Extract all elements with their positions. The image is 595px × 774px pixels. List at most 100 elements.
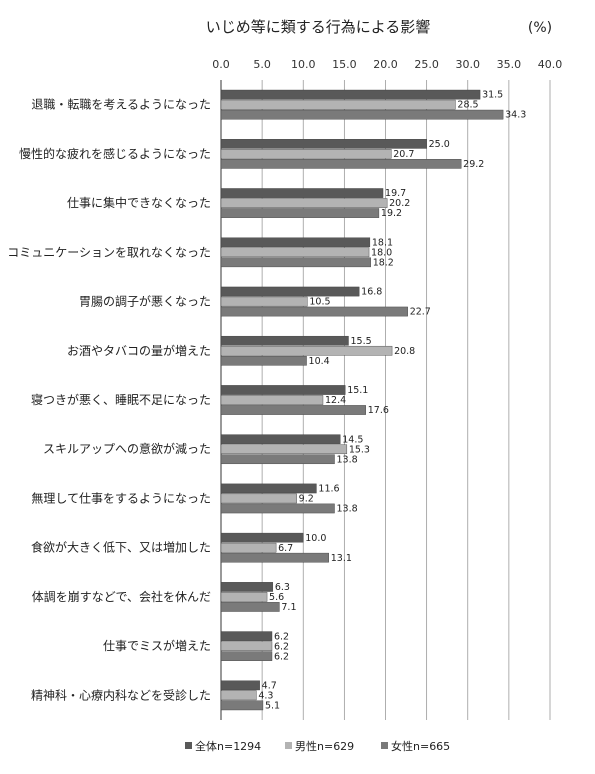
value-label: 10.5 xyxy=(309,297,330,308)
value-label: 34.3 xyxy=(505,110,526,121)
value-label: 19.7 xyxy=(385,188,406,199)
legend-label: 全体n=1294 xyxy=(195,739,261,753)
legend: 全体n=1294 男性n=629 女性n=665 xyxy=(185,739,450,753)
bars xyxy=(220,89,504,711)
value-label: 13.8 xyxy=(337,504,358,515)
bar xyxy=(220,306,408,317)
value-label: 10.4 xyxy=(309,356,330,367)
value-label: 18.2 xyxy=(373,257,394,268)
legend-swatch xyxy=(285,742,292,749)
bar xyxy=(220,395,324,405)
value-label: 6.7 xyxy=(278,543,293,554)
bar xyxy=(220,385,346,395)
bar xyxy=(220,503,335,514)
x-tick-label: 40.0 xyxy=(538,58,563,71)
category-label: 慢性的な疲れを感じるようになった xyxy=(19,146,211,161)
bar xyxy=(220,532,304,543)
bar xyxy=(220,335,349,346)
bar xyxy=(220,582,274,592)
x-tick-label: 30.0 xyxy=(456,58,481,71)
bar xyxy=(220,237,371,248)
value-label: 10.0 xyxy=(305,533,326,544)
value-label: 17.6 xyxy=(368,405,389,416)
value-label: 25.0 xyxy=(429,139,450,150)
x-tick-label: 0.0 xyxy=(212,58,230,71)
category-label: 胃腸の調子が悪くなった xyxy=(79,294,211,309)
bar xyxy=(220,159,462,169)
value-label: 29.2 xyxy=(463,159,484,170)
bar xyxy=(220,355,307,366)
bar xyxy=(220,149,392,159)
value-label: 6.2 xyxy=(274,641,289,652)
value-label: 15.3 xyxy=(349,444,370,455)
value-label: 6.2 xyxy=(274,651,289,662)
bar xyxy=(220,139,427,149)
bar xyxy=(220,405,366,415)
value-label: 7.1 xyxy=(281,602,296,613)
bar xyxy=(220,99,456,110)
legend-label: 女性n=665 xyxy=(391,739,450,753)
value-label: 18.1 xyxy=(372,237,393,248)
value-label: 5.6 xyxy=(269,592,284,603)
bar xyxy=(220,454,335,465)
bar xyxy=(220,345,393,356)
value-label: 4.3 xyxy=(258,690,273,701)
bar xyxy=(220,109,504,120)
bar xyxy=(220,286,360,297)
value-label: 11.6 xyxy=(318,484,339,495)
value-label: 5.1 xyxy=(265,700,280,711)
bar xyxy=(220,208,380,218)
legend-label: 男性n=629 xyxy=(295,739,354,753)
category-label: 体調を崩すなどで、会社を休んだ xyxy=(32,589,211,604)
bar xyxy=(220,641,273,651)
value-labels: 31.5 28.5 34.3 25.0 20.7 29.2 19.720.219.2 18.1… xyxy=(258,90,526,712)
value-label: 19.2 xyxy=(381,208,402,219)
bar xyxy=(220,542,277,553)
value-label: 9.2 xyxy=(299,494,314,505)
value-label: 4.7 xyxy=(262,680,277,691)
category-label: コミュニケーションを取れなくなった xyxy=(7,245,211,259)
value-label: 15.1 xyxy=(347,385,368,396)
value-label: 31.5 xyxy=(482,90,503,101)
bar xyxy=(220,631,273,641)
category-label: 退職・転職を考えるようになった xyxy=(31,98,211,112)
x-tick-label: 5.0 xyxy=(253,58,271,71)
x-tick-label: 35.0 xyxy=(497,58,522,71)
value-label: 16.8 xyxy=(361,287,382,298)
value-label: 28.5 xyxy=(457,100,478,111)
bar xyxy=(220,89,481,100)
value-label: 14.5 xyxy=(342,434,363,445)
value-label: 20.2 xyxy=(389,198,410,209)
bar xyxy=(220,434,341,445)
x-tick-label: 10.0 xyxy=(291,58,316,71)
x-tick-label: 20.0 xyxy=(373,58,398,71)
bar xyxy=(220,592,268,602)
value-label: 12.4 xyxy=(325,395,346,406)
bar xyxy=(220,680,260,691)
bar xyxy=(220,198,388,208)
value-label: 22.7 xyxy=(410,307,431,318)
value-label: 18.0 xyxy=(371,247,392,258)
bar xyxy=(220,700,264,711)
category-label: お酒やタバコの量が増えた xyxy=(67,343,211,358)
x-tick-label: 15.0 xyxy=(332,58,357,71)
bar xyxy=(220,483,317,494)
bar xyxy=(220,493,297,504)
bar xyxy=(220,602,280,612)
legend-swatch xyxy=(185,742,192,749)
category-label: 精神科・心療内科などを受診した xyxy=(31,687,211,702)
category-label: スキルアップへの意欲が減った xyxy=(43,441,211,456)
bar xyxy=(220,296,308,307)
category-label: 仕事に集中できなくなった xyxy=(67,195,211,210)
value-label: 20.7 xyxy=(393,149,414,160)
x-tick-label: 25.0 xyxy=(414,58,439,71)
value-label: 6.3 xyxy=(275,582,290,593)
value-label: 6.2 xyxy=(274,631,289,642)
value-label: 13.8 xyxy=(337,454,358,465)
bar xyxy=(220,444,348,455)
category-label: 無理して仕事をするようになった xyxy=(31,490,211,505)
bar xyxy=(220,651,273,661)
bar xyxy=(220,552,329,563)
